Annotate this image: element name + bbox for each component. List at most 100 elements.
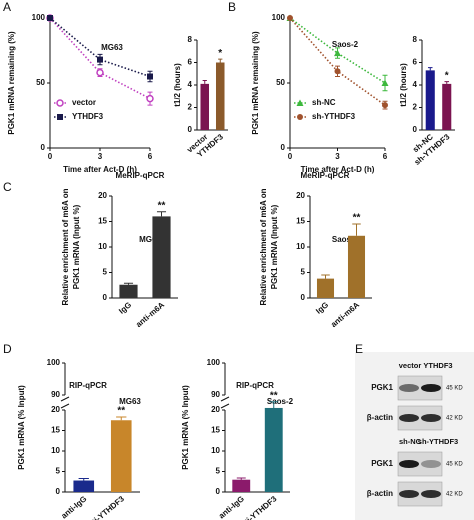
y-axis-label: Relative enrichment of m6A on — [259, 188, 268, 305]
y-tick-label: 0 — [103, 293, 108, 302]
bar — [119, 284, 138, 298]
bar — [425, 70, 435, 130]
error-bar — [116, 416, 127, 421]
y-tick-label: 5 — [56, 467, 61, 476]
panel-label: A — [3, 0, 11, 14]
significance-label: ** — [117, 406, 125, 417]
size-label: 45 KD — [446, 386, 463, 392]
chart-subtitle: Saos-2 — [332, 235, 359, 244]
x-tick-label: anti-YTHDF3 — [83, 494, 126, 520]
y-tick-label: 90 — [51, 390, 60, 399]
y-tick-label: 100 — [47, 358, 61, 367]
marker — [382, 102, 388, 109]
y-tick-label: 90 — [211, 390, 220, 399]
y-tick-label: 4 — [188, 80, 193, 89]
x-tick-label: IgG — [117, 300, 133, 315]
panel-label: D — [3, 342, 12, 356]
chart-title: RIP-qPCR — [236, 381, 274, 390]
chart-title: MeRIP-qPCR — [301, 171, 350, 180]
marker — [287, 15, 293, 21]
y-tick-label: 10 — [51, 446, 60, 455]
y-tick-label: 8 — [413, 35, 418, 44]
y-tick-label: 15 — [211, 426, 220, 435]
panel-label: C — [3, 180, 12, 194]
marker — [147, 73, 153, 80]
chart-subtitle: Saos-2 — [267, 397, 294, 406]
size-label: 42 KD — [446, 492, 463, 498]
x-tick-label: 3 — [335, 152, 340, 161]
y-tick-label: 50 — [276, 78, 285, 87]
y-tick-label: 100 — [207, 358, 221, 367]
blot-band — [399, 414, 419, 422]
x-tick-label: anti-IgG — [59, 494, 88, 520]
x-tick-label: anti-m6A — [134, 300, 166, 329]
x-tick-label: 6 — [148, 152, 153, 161]
significance-label: * — [445, 70, 449, 81]
marker — [296, 99, 304, 106]
y-tick-label: 8 — [188, 35, 193, 44]
y-axis-label: PGK1 mRNA (Input %) — [270, 204, 279, 289]
marker — [96, 68, 104, 77]
y-tick-label: 0 — [216, 487, 221, 496]
x-tick-label: 0 — [288, 152, 293, 161]
y-tick-label: 0 — [281, 143, 286, 152]
y-tick-label: 15 — [296, 217, 305, 226]
axis-break — [60, 396, 70, 409]
row-label: PGK1 — [371, 383, 393, 392]
blot-band — [421, 490, 441, 498]
y-tick-label: 0 — [188, 125, 193, 134]
marker — [57, 114, 63, 120]
y-tick-label: 5 — [103, 268, 108, 277]
y-axis-label: PGK1 mRNA (Input %) — [72, 204, 81, 289]
y-tick-label: 5 — [216, 467, 221, 476]
bar — [110, 420, 132, 492]
y-tick-label: 20 — [51, 405, 60, 414]
size-label: 45 KD — [446, 462, 463, 468]
marker — [381, 79, 389, 86]
bar — [347, 235, 366, 298]
legend-label: vector — [72, 98, 96, 107]
lane-label: vector — [399, 361, 422, 370]
y-tick-label: 15 — [98, 217, 107, 226]
y-axis-label: PGK1 mRNA (% Input) — [181, 385, 190, 470]
error-bar — [202, 80, 207, 84]
bar — [232, 479, 251, 492]
y-axis-label: t1/2 (hours) — [173, 63, 182, 107]
error-bar — [156, 211, 167, 217]
y-tick-label: 20 — [296, 191, 305, 200]
error-bar — [236, 477, 246, 480]
bar — [152, 216, 171, 298]
significance-label: ** — [270, 390, 278, 401]
chart-title: RIP-qPCR — [69, 381, 107, 390]
error-bar — [78, 477, 89, 481]
y-tick-label: 20 — [98, 191, 107, 200]
y-axis-label: PGK1 mRNA remaining (%) — [251, 31, 260, 135]
bar — [316, 278, 335, 298]
y-axis-label: t1/2 (hours) — [399, 63, 408, 107]
y-tick-label: 10 — [211, 446, 220, 455]
panel-label: B — [228, 0, 236, 14]
series-line — [49, 17, 151, 78]
x-tick-label: 0 — [48, 152, 53, 161]
y-tick-label: 0 — [413, 125, 418, 134]
error-bar — [123, 282, 134, 285]
y-tick-label: 100 — [272, 13, 286, 22]
chart-subtitle: MG63 — [119, 397, 141, 406]
bar — [73, 480, 95, 492]
significance-label: ** — [158, 200, 166, 211]
y-tick-label: 6 — [413, 58, 418, 67]
blot-band — [399, 384, 419, 392]
error-bar — [269, 401, 279, 408]
lane-label: sh-YTHDF3 — [418, 437, 458, 446]
bar — [264, 407, 283, 492]
x-tick-label: 3 — [98, 152, 103, 161]
error-bar — [427, 67, 433, 71]
row-label: β-actin — [367, 489, 393, 498]
y-tick-label: 2 — [413, 103, 418, 112]
error-bar — [321, 274, 330, 279]
significance-label: * — [218, 48, 222, 59]
blot-band — [421, 460, 441, 468]
error-bar — [444, 81, 450, 84]
marker — [47, 15, 53, 21]
